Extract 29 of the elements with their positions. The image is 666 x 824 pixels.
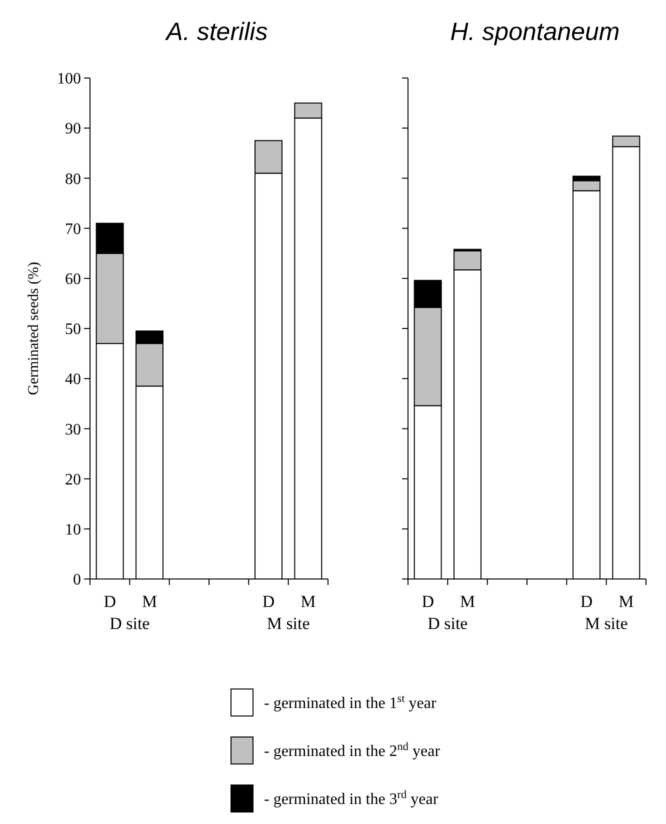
x-tick-label: M [618, 592, 634, 611]
chart-title: H. spontaneum [450, 18, 620, 46]
y-tick-label: 50 [65, 321, 81, 338]
y-tick-label: 0 [73, 572, 81, 589]
x-tick-label: D [104, 592, 116, 611]
y-tick-label: 60 [65, 271, 81, 288]
x-tick-label: M [300, 592, 316, 611]
y-tick-label: 100 [57, 70, 81, 88]
x-tick-label: M [142, 592, 158, 611]
y-tick-label: 90 [65, 120, 81, 138]
x-tick-label: M [460, 592, 476, 611]
y-tick-label: 20 [65, 471, 81, 488]
chart-title: A. sterilis [164, 18, 268, 46]
y-tick-label: 10 [65, 522, 81, 538]
y-tick-label: 30 [65, 421, 81, 438]
x-tick-label: D [422, 592, 434, 611]
text: D site [428, 614, 468, 633]
legend-label: - germinated in the 2$^{nd}$ year [264, 741, 441, 760]
y-tick-label: 70 [65, 220, 81, 238]
y-tick-label: 40 [65, 371, 81, 388]
y-axis-title: Germinated seeds (%) [26, 262, 42, 396]
text: D site [110, 614, 150, 633]
text: M site [584, 614, 628, 633]
text: M site [266, 614, 310, 633]
legend-label: - germinated in the 3$^{rd}$ year [264, 789, 439, 808]
x-tick-label: D [262, 592, 275, 611]
y-tick-label: 80 [65, 170, 81, 188]
legend-label: - germinated in the 1$^{st}$ year [264, 693, 437, 712]
x-tick-label: D [580, 592, 593, 611]
